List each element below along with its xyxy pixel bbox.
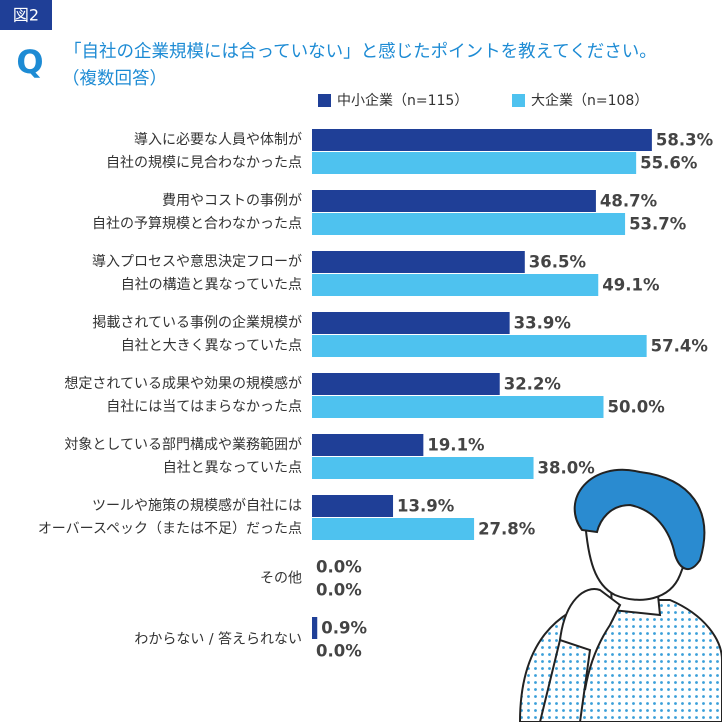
value-label: 0.0% [316,558,362,577]
bar [312,213,626,235]
bar [312,274,599,296]
value-label: 32.2% [504,375,562,394]
value-label: 13.9% [397,497,455,516]
category-label: 費用やコストの事例が [162,193,302,209]
category-label: オーバースペック（または不足）だった点 [38,521,302,537]
value-label: 33.9% [514,314,572,333]
value-label: 0.9% [321,619,367,638]
legend-swatch [318,94,331,107]
chart-subtitle: （複数回答） [62,69,167,89]
bar [312,335,647,357]
value-label: 27.8% [478,520,536,539]
bar [312,495,394,517]
bar [312,312,510,334]
value-label: 55.6% [640,154,698,173]
figure-label: 図2 [13,6,39,25]
bar [312,251,525,273]
bar [312,457,534,479]
category-label: 自社の規模に見合わなかった点 [106,155,302,171]
value-label: 0.0% [316,642,362,661]
value-label: 38.0% [538,459,596,478]
value-label: 53.7% [629,215,687,234]
category-label: 対象としている部門構成や業務範囲が [64,436,302,453]
category-label: わからない / 答えられない [134,631,302,648]
bar [312,396,604,418]
category-label: 導入に必要な人員や体制が [134,132,302,148]
category-label: 自社の予算規模と合わなかった点 [92,216,302,232]
legend-label: 中小企業（n=115） [337,92,468,109]
value-label: 58.3% [656,131,714,150]
category-label: 自社には当てはまらなかった点 [106,399,302,415]
value-label: 19.1% [427,436,485,455]
bar [312,518,475,540]
category-label: 導入プロセスや意思決定フローが [92,253,302,270]
bar [312,617,318,639]
category-label: 自社と大きく異なっていた点 [121,338,302,354]
legend-label: 大企業（n=108） [531,92,648,109]
bar [312,152,637,174]
value-label: 50.0% [608,398,666,417]
category-label: 想定されている成果や効果の規模感が [64,375,302,392]
question-mark: Q [16,43,43,81]
legend-swatch [512,94,525,107]
value-label: 48.7% [600,192,658,211]
category-label: 自社の構造と異なっていた点 [121,277,302,293]
value-label: 57.4% [651,337,709,356]
value-label: 0.0% [316,581,362,600]
value-label: 36.5% [529,253,587,272]
value-label: 49.1% [602,276,660,295]
category-label: ツールや施策の規模感が自社には [92,497,302,514]
category-label: 自社と異なっていた点 [163,460,302,476]
bar [312,434,424,456]
bar [312,373,500,395]
chart-title: 「自社の企業規模には合っていない」と感じたポイントを教えてください。 [64,42,657,62]
illustration [518,469,722,722]
bar [312,190,596,212]
category-label: 掲載されている事例の企業規模が [92,314,302,331]
bar [312,129,652,151]
category-label: その他 [260,571,302,587]
badge [0,0,52,30]
